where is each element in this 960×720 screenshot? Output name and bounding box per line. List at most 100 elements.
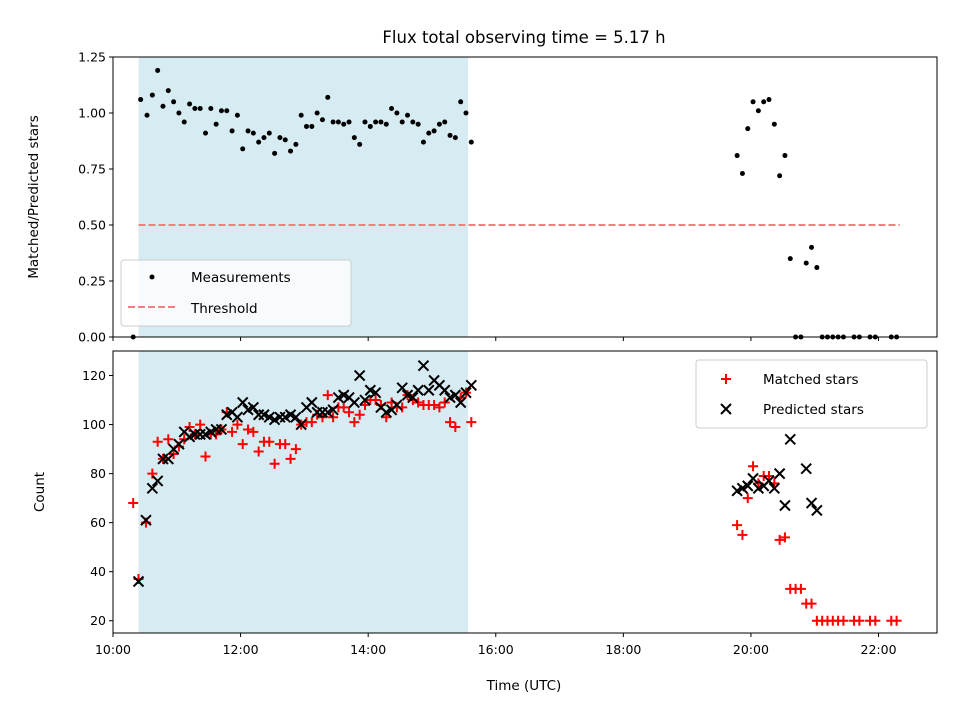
measurement-point — [410, 119, 416, 125]
bottom-y-axis-label: Count — [32, 472, 48, 512]
measurement-point — [394, 110, 400, 116]
measurement-point — [803, 260, 809, 266]
measurement-point — [261, 135, 267, 141]
matched-star-point — [349, 417, 360, 428]
predicted-star-point — [247, 401, 260, 414]
measurement-point — [745, 126, 751, 132]
chart-title: Flux total observing time = 5.17 h — [382, 28, 665, 47]
measurement-point — [192, 106, 198, 112]
measurement-point — [809, 244, 815, 250]
measurement-point — [208, 106, 214, 112]
measurement-point — [298, 112, 304, 118]
measurements-legend-marker — [149, 274, 155, 280]
measurement-point — [335, 119, 341, 125]
predicted-star-point — [768, 482, 781, 495]
top-y-axis-label: Matched/Predicted stars — [26, 115, 42, 278]
bottom-plot-frame — [112, 350, 938, 634]
predicted-star-point — [231, 411, 244, 423]
x-tick-label: 14:00 — [350, 642, 386, 657]
measurement-point — [771, 121, 777, 127]
measurement-point — [399, 119, 405, 125]
measurement-point — [224, 108, 230, 114]
matched-star-point — [152, 436, 163, 447]
bottom-y-ticks: 20 40 60 80 100 120 — [82, 368, 113, 628]
predicted-star-point — [449, 389, 462, 401]
bottom-legend-label-0: Matched stars — [763, 372, 859, 388]
predicted-star-point — [348, 396, 361, 409]
matched-star-point — [163, 434, 174, 445]
matched-legend-plus — [721, 374, 731, 384]
predicted-star-point — [215, 423, 228, 436]
measurement-point — [426, 130, 432, 136]
measurement-point — [149, 92, 155, 98]
predicted-star-point — [784, 433, 796, 445]
predicted-star-point — [407, 391, 419, 404]
measurement-point — [383, 121, 389, 127]
measurement-point — [272, 150, 278, 156]
measurement-point — [288, 148, 294, 154]
matched-star-point — [737, 529, 748, 540]
measurement-point — [458, 99, 464, 105]
predicted-legend-cross — [720, 403, 732, 415]
measurement-point — [250, 130, 256, 136]
measurement-point — [218, 108, 224, 114]
matched-star-point — [285, 453, 296, 464]
top-y-tick-label: 0.50 — [78, 218, 106, 233]
matched-star-point — [764, 471, 775, 482]
predicted-star-point — [412, 384, 424, 396]
measurement-point — [389, 106, 395, 112]
measurement-point — [197, 106, 203, 112]
bottom-legend-box — [695, 359, 928, 429]
predicted-star-point — [423, 384, 435, 396]
predicted-legend-marker — [720, 403, 732, 415]
measurement-point — [750, 99, 756, 105]
top-y-ticks: 0.00 0.25 0.50 0.75 1.00 1.25 — [78, 50, 113, 345]
measurement-point — [447, 132, 453, 138]
measurement-point — [734, 153, 740, 159]
bottom-legend: Matched stars Predicted stars — [695, 359, 928, 429]
measurement-point — [777, 173, 783, 179]
measurement-point — [405, 112, 411, 118]
measurement-point — [144, 112, 150, 118]
matched-star-point — [854, 615, 865, 626]
matched-star-point — [742, 493, 753, 504]
predicted-star-point — [811, 504, 823, 517]
predicted-star-point — [742, 480, 754, 492]
measurement-point — [341, 121, 347, 127]
measurement-point — [213, 121, 219, 127]
measurement-point — [330, 119, 336, 125]
bottom-x-ticks: 10:00 12:00 14:00 16:00 18:00 20:00 22:00 — [95, 633, 897, 657]
matched-star-point — [322, 390, 333, 401]
matched-star-point — [429, 399, 440, 410]
matched-star-point — [891, 615, 902, 626]
measurement-point — [229, 128, 235, 134]
measurement-point — [362, 119, 368, 125]
measurement-point — [452, 135, 458, 141]
matched-star-point — [838, 615, 849, 626]
predicted-star-point — [747, 472, 759, 485]
top-legend: Measurements Threshold — [120, 259, 352, 327]
predicted-star-point — [773, 467, 786, 480]
matched-star-point — [445, 417, 456, 428]
measurement-point — [203, 130, 209, 136]
top-plot-frame — [112, 56, 938, 338]
matched-legend-marker — [721, 374, 731, 384]
matched-star-point — [227, 426, 238, 437]
x-tick-label: 18:00 — [605, 642, 641, 657]
measurement-point — [420, 139, 426, 145]
x-tick-label: 22:00 — [861, 642, 897, 657]
matched-star-point — [248, 426, 259, 437]
matched-star-point — [168, 448, 179, 459]
measurement-point — [431, 128, 437, 134]
measurement-point — [319, 117, 325, 123]
measurement-point — [325, 94, 331, 100]
predicted-star-point — [295, 418, 307, 431]
matched-star-point — [338, 402, 349, 413]
top-legend-box — [120, 259, 352, 327]
measurement-point — [266, 130, 272, 136]
matched-star-point — [450, 422, 461, 433]
bottom-y-tick-label: 100 — [82, 417, 106, 432]
measurement-point — [346, 119, 352, 125]
measurement-point — [463, 110, 469, 116]
